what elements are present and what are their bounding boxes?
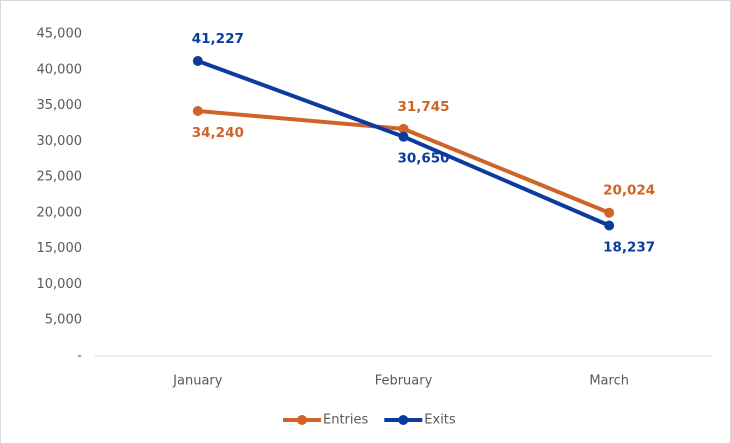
legend-label: Exits bbox=[424, 413, 456, 428]
x-tick-label: January bbox=[172, 374, 223, 389]
data-point bbox=[604, 207, 615, 218]
data-point bbox=[192, 105, 203, 116]
legend-label: Entries bbox=[323, 413, 369, 428]
x-tick-label: February bbox=[375, 374, 433, 389]
data-label: 34,240 bbox=[192, 125, 244, 141]
data-point bbox=[398, 131, 409, 142]
data-label: 41,227 bbox=[192, 31, 244, 47]
y-tick-label: 35,000 bbox=[37, 98, 83, 113]
data-label: 18,237 bbox=[603, 240, 655, 256]
legend-item: Exits bbox=[384, 413, 456, 428]
data-point bbox=[192, 55, 203, 66]
data-label: 30,650 bbox=[397, 151, 449, 167]
y-tick-label: - bbox=[77, 349, 82, 364]
y-tick-label: 5,000 bbox=[45, 313, 82, 328]
y-tick-label: 10,000 bbox=[37, 277, 83, 292]
data-label: 31,745 bbox=[397, 99, 449, 115]
y-tick-label: 30,000 bbox=[37, 134, 83, 149]
legend-item: Entries bbox=[283, 413, 369, 428]
y-tick-label: 45,000 bbox=[37, 27, 83, 42]
y-tick-label: 40,000 bbox=[37, 62, 83, 77]
y-tick-label: 15,000 bbox=[37, 241, 83, 256]
y-tick-label: 25,000 bbox=[37, 170, 83, 185]
data-point bbox=[398, 123, 409, 134]
y-tick-label: 20,000 bbox=[37, 205, 83, 220]
data-point bbox=[604, 220, 615, 231]
legend-marker bbox=[398, 415, 409, 425]
x-tick-label: March bbox=[589, 374, 629, 389]
data-label: 20,024 bbox=[603, 183, 655, 199]
legend-marker bbox=[297, 415, 307, 425]
